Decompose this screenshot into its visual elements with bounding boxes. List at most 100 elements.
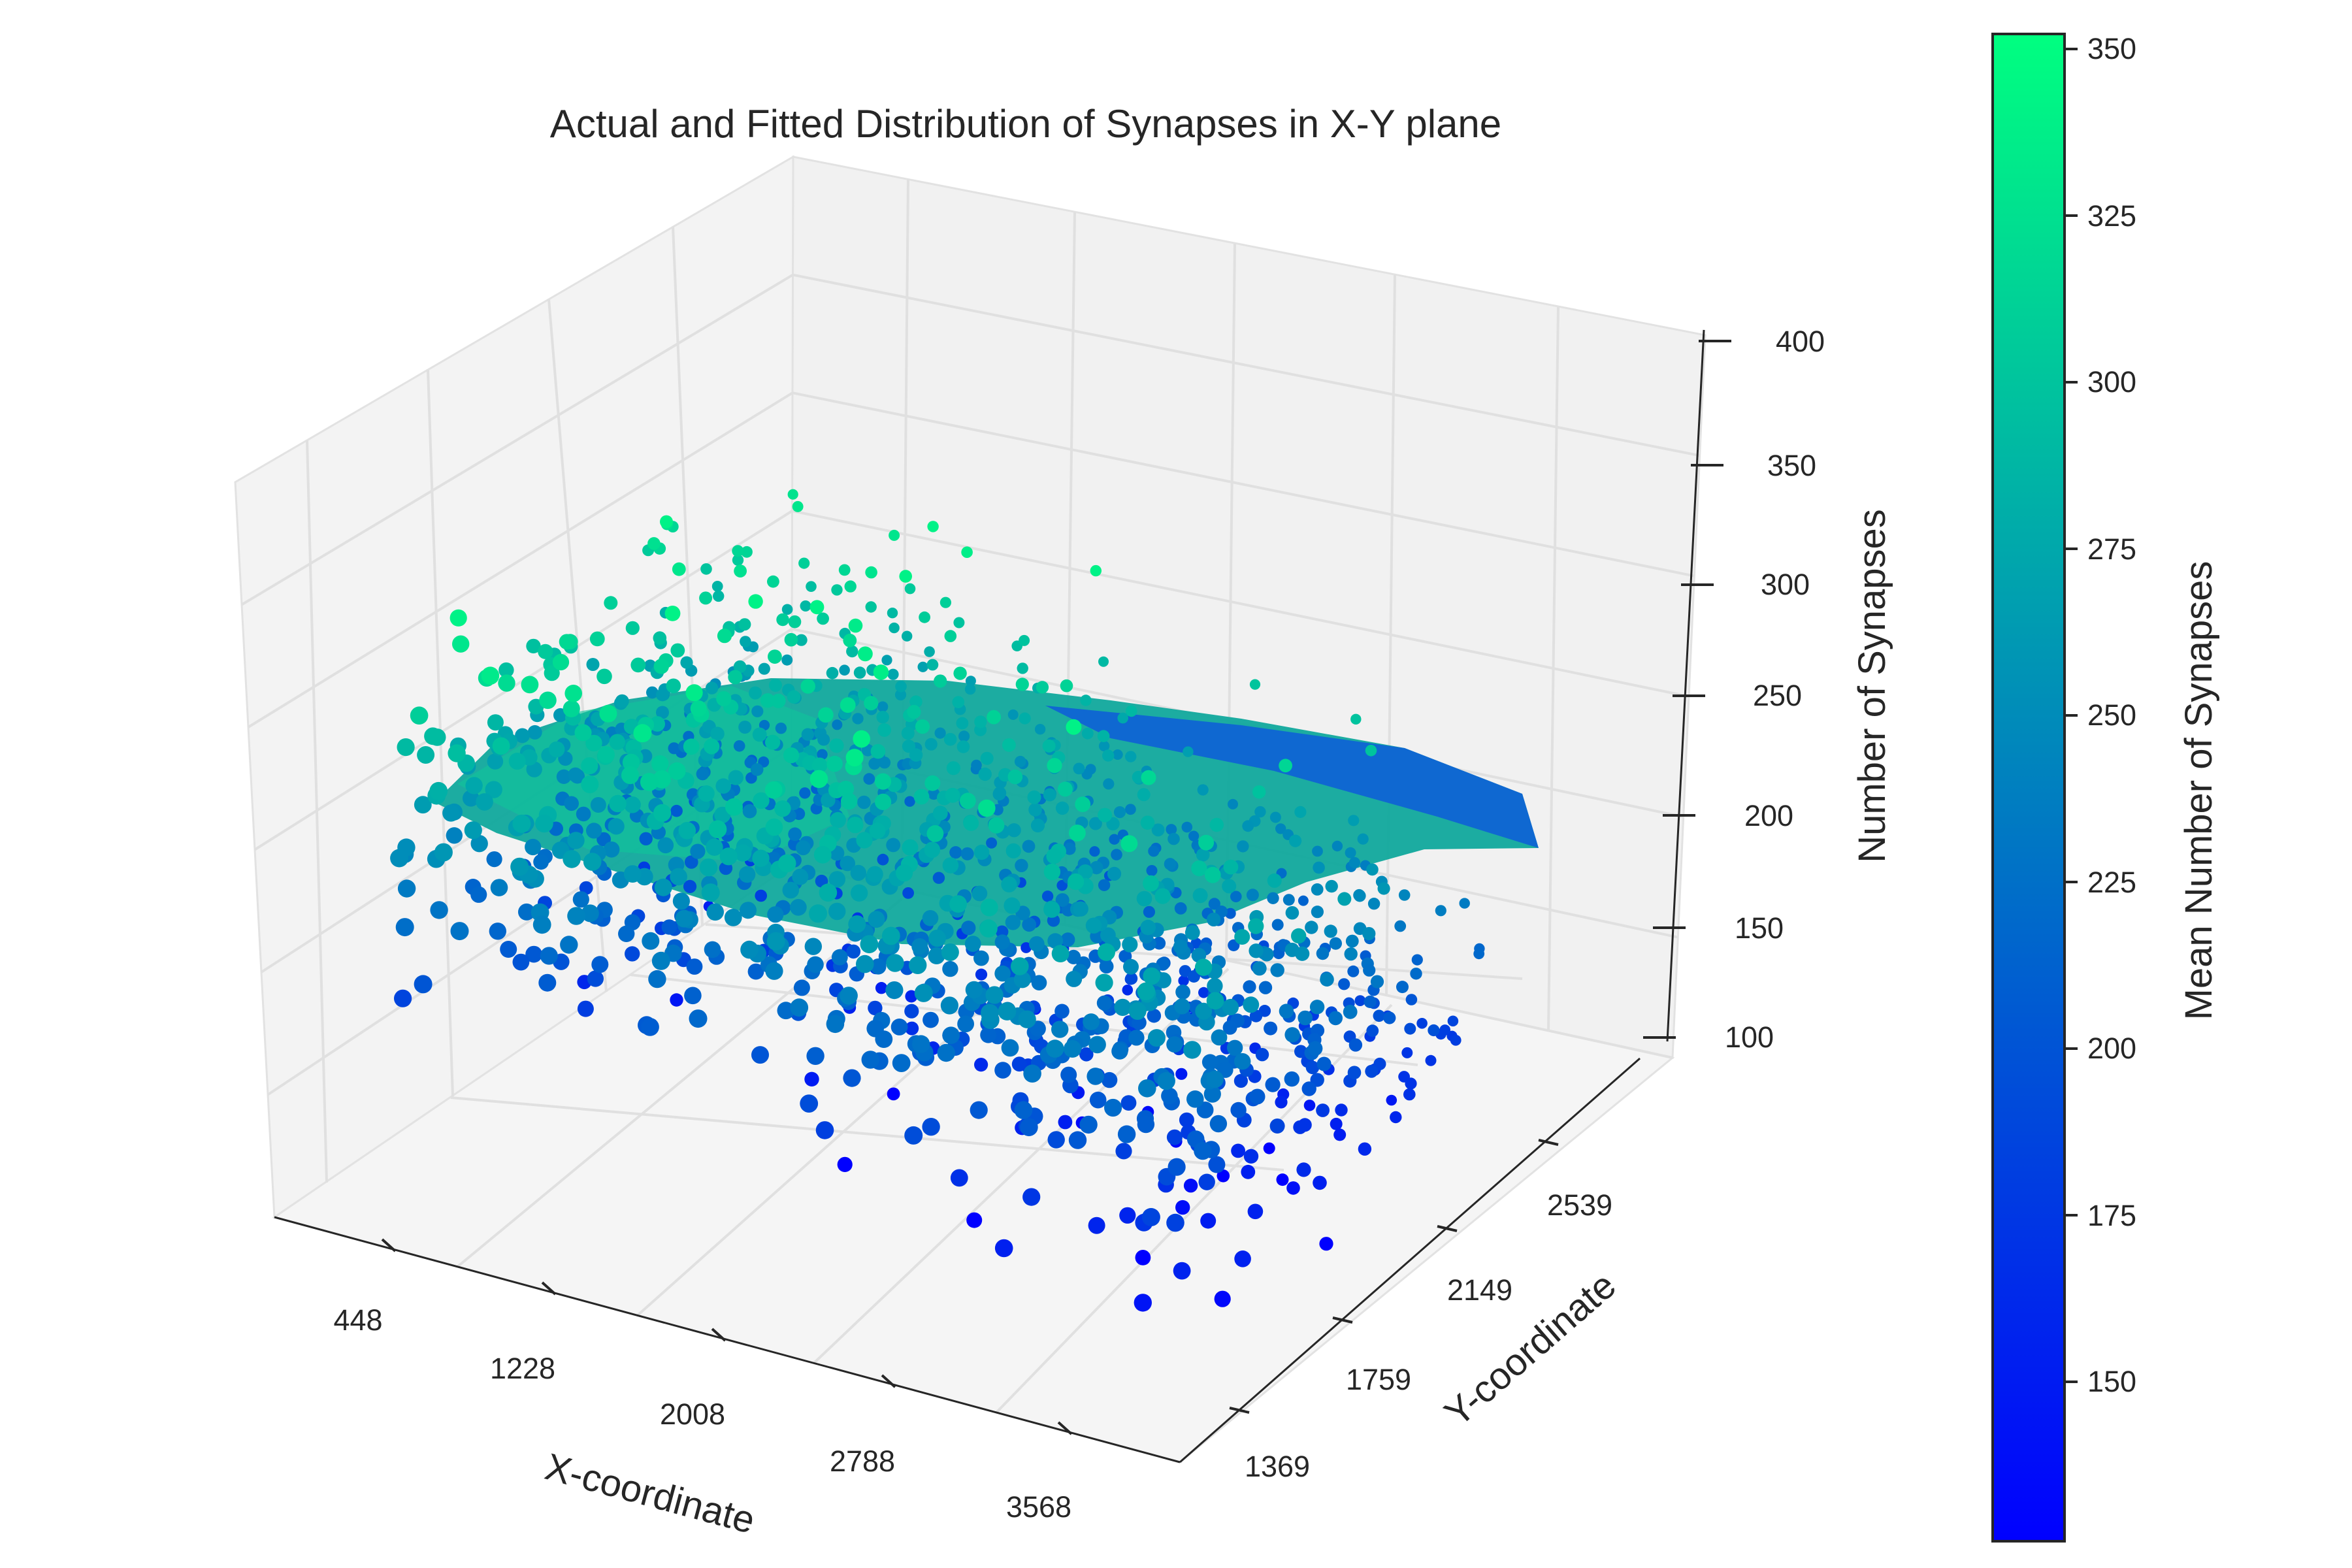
x-tick-label: 2008 xyxy=(660,1397,725,1431)
scatter-point xyxy=(710,727,725,741)
scatter-point xyxy=(564,796,579,811)
scatter-point xyxy=(1089,846,1100,857)
scatter-point xyxy=(1228,798,1238,809)
scatter-point xyxy=(1125,804,1136,815)
scatter-point xyxy=(1211,1029,1228,1046)
colorbar-tick-label: 225 xyxy=(2087,866,2136,899)
scatter-point xyxy=(489,923,506,940)
scatter-point xyxy=(994,1062,1011,1079)
scatter-point xyxy=(753,792,770,809)
scatter-point xyxy=(1046,1039,1064,1058)
scatter-point xyxy=(568,767,583,783)
scatter-point xyxy=(905,990,918,1003)
scatter-point xyxy=(1271,919,1284,931)
scatter-point xyxy=(1365,1064,1379,1078)
scatter-point xyxy=(1068,873,1085,890)
scatter-point xyxy=(1354,995,1366,1006)
y-axis-line xyxy=(1179,1057,1641,1463)
scatter-point xyxy=(961,546,973,558)
scatter-point xyxy=(666,678,681,694)
scatter-point xyxy=(775,723,787,734)
scatter-point xyxy=(926,659,939,671)
scatter-point xyxy=(1005,915,1021,930)
scatter-point xyxy=(1004,897,1021,914)
scatter-point xyxy=(1348,857,1360,868)
scatter-point xyxy=(1066,970,1083,987)
scatter-point xyxy=(1204,866,1221,883)
scatter-point xyxy=(1350,713,1362,725)
colorbar-tick-label: 150 xyxy=(2087,1365,2136,1398)
scatter-point xyxy=(563,850,581,868)
scatter-point xyxy=(740,902,757,919)
y-tick-label: 1369 xyxy=(1245,1450,1310,1483)
scatter-point xyxy=(869,823,886,839)
scatter-point xyxy=(826,1015,845,1034)
scatter-point xyxy=(1123,958,1139,975)
scatter-point xyxy=(1073,762,1085,775)
scatter-point xyxy=(889,622,900,634)
scatter-point xyxy=(1435,905,1446,917)
scatter-point xyxy=(512,814,531,833)
scatter-point xyxy=(717,629,732,644)
scatter-point xyxy=(1135,1250,1151,1266)
scatter-point xyxy=(603,841,620,858)
scatter-point xyxy=(887,1087,900,1101)
scatter-point xyxy=(799,787,811,799)
scatter-point xyxy=(1222,998,1239,1016)
scatter-point xyxy=(510,857,529,876)
scatter-point xyxy=(492,737,510,755)
scatter-point xyxy=(446,827,463,844)
scatter-point xyxy=(1249,1009,1263,1022)
scatter-point xyxy=(1194,958,1213,976)
scatter-point xyxy=(800,679,815,694)
scatter-point xyxy=(1099,959,1114,974)
scatter-point xyxy=(1243,1149,1259,1164)
scatter-point xyxy=(1143,906,1155,918)
scatter-point xyxy=(527,725,542,740)
scatter-point xyxy=(1320,972,1334,987)
scatter-point xyxy=(1316,947,1330,960)
scatter-point xyxy=(901,727,915,740)
scatter-point xyxy=(1241,1164,1256,1179)
scatter-point xyxy=(390,849,409,868)
scatter-point xyxy=(1249,1088,1266,1105)
scatter-point xyxy=(448,744,466,762)
scatter-point xyxy=(1047,933,1064,949)
scatter-point xyxy=(1293,1120,1307,1134)
scatter-point xyxy=(767,906,784,923)
x-axis-label: X-coordinate xyxy=(541,1445,759,1542)
scatter-point xyxy=(1002,738,1016,752)
scatter-point xyxy=(1143,967,1160,985)
scatter-point xyxy=(987,710,1001,725)
scatter-point xyxy=(490,879,508,896)
scatter-point xyxy=(734,564,747,578)
scatter-point xyxy=(1411,954,1423,966)
scatter-point xyxy=(1064,1039,1081,1058)
scatter-point xyxy=(704,738,720,755)
scatter-point xyxy=(630,657,646,673)
scatter-point xyxy=(1298,895,1309,906)
y-ticks xyxy=(1229,1139,1559,1414)
scatter-point xyxy=(889,529,900,541)
scatter-point xyxy=(793,979,810,996)
scatter-point xyxy=(945,787,960,803)
scatter-point xyxy=(776,613,789,627)
scatter-point xyxy=(1085,917,1102,934)
scatter-point xyxy=(798,557,810,569)
scatter-point xyxy=(899,570,912,583)
scatter-point xyxy=(1428,1024,1440,1037)
scatter-point xyxy=(767,575,779,588)
scatter-point xyxy=(1122,985,1134,996)
scatter-point xyxy=(909,956,927,975)
scatter-point xyxy=(563,700,580,717)
scatter-point xyxy=(498,674,515,692)
scatter-point xyxy=(500,941,517,958)
scatter-point xyxy=(741,546,753,558)
scatter-point xyxy=(1345,934,1359,948)
scatter-point xyxy=(699,591,713,605)
scatter-point xyxy=(875,1030,893,1048)
scatter-point xyxy=(711,581,723,592)
scatter-point xyxy=(690,843,706,859)
scatter-point xyxy=(1089,1091,1107,1109)
scatter-point xyxy=(581,757,598,775)
